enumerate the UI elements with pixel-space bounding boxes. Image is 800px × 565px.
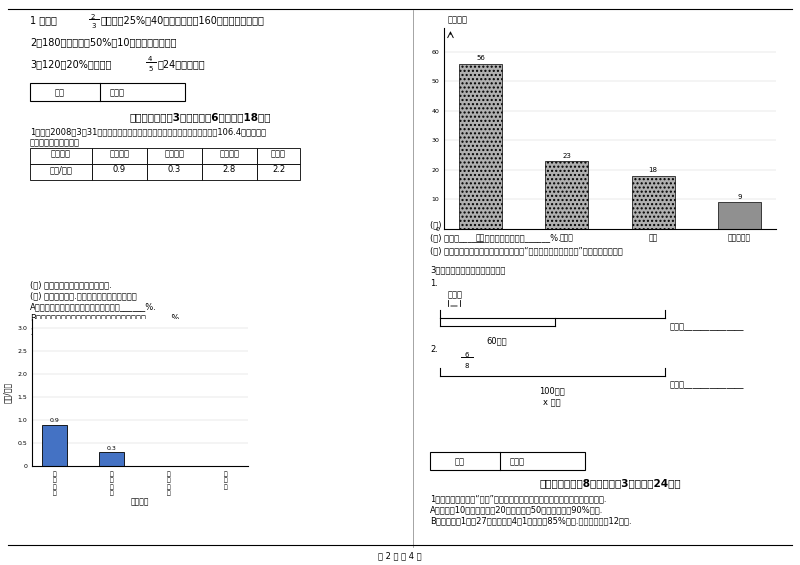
Y-axis label: 人数/万人: 人数/万人 [2,382,12,403]
Text: (１) 四个申办城市的得票总数是______票.: (１) 四个申办城市的得票总数是______票. [430,220,538,229]
Text: 台湾同胞: 台湾同胞 [165,150,185,159]
Text: 18: 18 [649,167,658,173]
Text: 人员类别: 人员类别 [51,150,71,159]
Text: B超市：每符1售价27元，凭购戆4符1按总价的85%付款.（提示：每符12瓶）.: B超市：每符1售价27元，凭购戆4符1按总价的85%付款.（提示：每符12瓶）. [430,516,632,525]
Text: 1、截止2008年3月31日，报名申请成为北京奥运会志愿者的，除我国大陆的106.4万人外，其: 1、截止2008年3月31日，报名申请成为北京奥运会志愿者的，除我国大陆的106… [30,127,266,136]
Text: 2: 2 [91,14,95,20]
Text: 评卷人: 评卷人 [110,88,125,97]
Text: 6: 6 [465,352,470,358]
Bar [30,164,92,180]
Text: 0.3: 0.3 [168,166,181,175]
Text: 五、综合题（兲3小题，每题6分，共计18分）: 五、综合题（兲3小题，每题6分，共计18分） [130,112,270,122]
Text: (２) 求下列百分数.（百分号前保留一位小数）: (２) 求下列百分数.（百分号前保留一位小数） [30,291,137,300]
Text: 2.2: 2.2 [272,166,285,175]
Text: 它的报名人数如下表：: 它的报名人数如下表： [30,138,80,147]
Text: 0.9: 0.9 [113,166,126,175]
Text: ？千克: ？千克 [448,290,463,299]
Bar [147,148,202,164]
Text: 1.: 1. [430,279,438,288]
Text: A、台湾同胞报名人数大约是港澳同胞的______%.: A、台湾同胞报名人数大约是港澳同胞的______%. [30,302,157,311]
Text: 3: 3 [91,23,95,29]
Text: 第 2 页 共 4 页: 第 2 页 共 4 页 [378,551,422,560]
Text: (２) 北京得______票，占得票总数的______%.: (２) 北京得______票，占得票总数的______%. [430,233,561,242]
Bar [98,453,124,466]
Text: 1、六年级同学组织“六一”庆祝活动，需要给班名同学购买同样大小的矿泉水.: 1、六年级同学组织“六一”庆祝活动，需要给班名同学购买同样大小的矿泉水. [430,494,606,503]
Bar [631,176,674,229]
Text: B、旅居国外的华侨华人比外国人的报名人数多大约______%.: B、旅居国外的华侨华人比外国人的报名人数多大约______%. [30,313,182,322]
Text: 56: 56 [476,55,485,61]
Text: 2.: 2. [430,345,438,354]
Text: 比乙数的25%夐40，已知乙数是160，求甲数是多少？: 比乙数的25%夐40，已知乙数是160，求甲数是多少？ [101,15,265,25]
Bar [718,202,761,229]
Bar [42,425,67,466]
Text: 4: 4 [148,56,152,62]
Text: 外国人: 外国人 [271,150,286,159]
Text: 5: 5 [148,66,152,72]
Text: 人数/万人: 人数/万人 [50,166,73,175]
Text: 100千米: 100千米 [539,386,565,395]
Text: 3、120的20%比某数的: 3、120的20%比某数的 [30,59,111,69]
Text: 60千克: 60千克 [486,336,507,345]
Bar [202,164,257,180]
Text: 单位：票: 单位：票 [447,15,467,24]
Text: 得分: 得分 [455,457,465,466]
Bar [202,148,257,164]
Bar [430,452,585,470]
Text: 8: 8 [465,363,470,369]
Text: (１) 根据表里的人数，完成统计图.: (１) 根据表里的人数，完成统计图. [30,280,112,289]
Text: 六、应用题（兲8小题，每题3分，共计24分）: 六、应用题（兲8小题，每题3分，共计24分） [539,478,681,488]
Text: 23: 23 [562,153,571,159]
Text: A超市：每10瓶矿泉水售价20元，凭购戗50瓶可按总价的90%付款.: A超市：每10瓶矿泉水售价20元，凭购戗50瓶可按总价的90%付款. [430,505,603,514]
Bar [147,164,202,180]
Text: 评卷人: 评卷人 [510,457,525,466]
Bar [30,148,92,164]
Bar [30,83,185,101]
Text: 9: 9 [737,194,742,200]
Bar [92,164,147,180]
Text: 得分: 得分 [55,88,65,97]
Bar [257,164,300,180]
Text: 华侨华人: 华侨华人 [219,150,239,159]
Text: 2、180比一个数的50%夐10，这个数是多少？: 2、180比一个数的50%夐10，这个数是多少？ [30,37,177,47]
Text: 列式：______________: 列式：______________ [670,322,745,331]
Text: 2、下面是申报2008年奥运会主办城市的得票情况统计图.: 2、下面是申报2008年奥运会主办城市的得票情况统计图. [30,327,169,336]
Text: x 千米: x 千米 [543,398,561,407]
Text: 港澳同胞: 港澳同胞 [110,150,130,159]
Text: (３) 投票结果一出来，报纸、电视都说：“北京得票是数遥遥领先”，为什么这样说？: (３) 投票结果一出来，报纸、电视都说：“北京得票是数遥遥领先”，为什么这样说？ [430,246,622,255]
Text: 3、看图列算式成方程，不计算：: 3、看图列算式成方程，不计算： [430,265,506,274]
Text: 2.8: 2.8 [223,166,236,175]
Text: 1 甲数的: 1 甲数的 [30,15,57,25]
Bar [459,64,502,229]
Bar [257,148,300,164]
Text: 0.3: 0.3 [106,446,117,450]
Text: 尤24，求某数？: 尤24，求某数？ [158,59,206,69]
Bar [92,148,147,164]
X-axis label: 人员类别: 人员类别 [130,498,150,506]
Text: 0.9: 0.9 [50,418,59,423]
Text: 列式：______________: 列式：______________ [670,380,745,389]
Bar [546,161,589,229]
